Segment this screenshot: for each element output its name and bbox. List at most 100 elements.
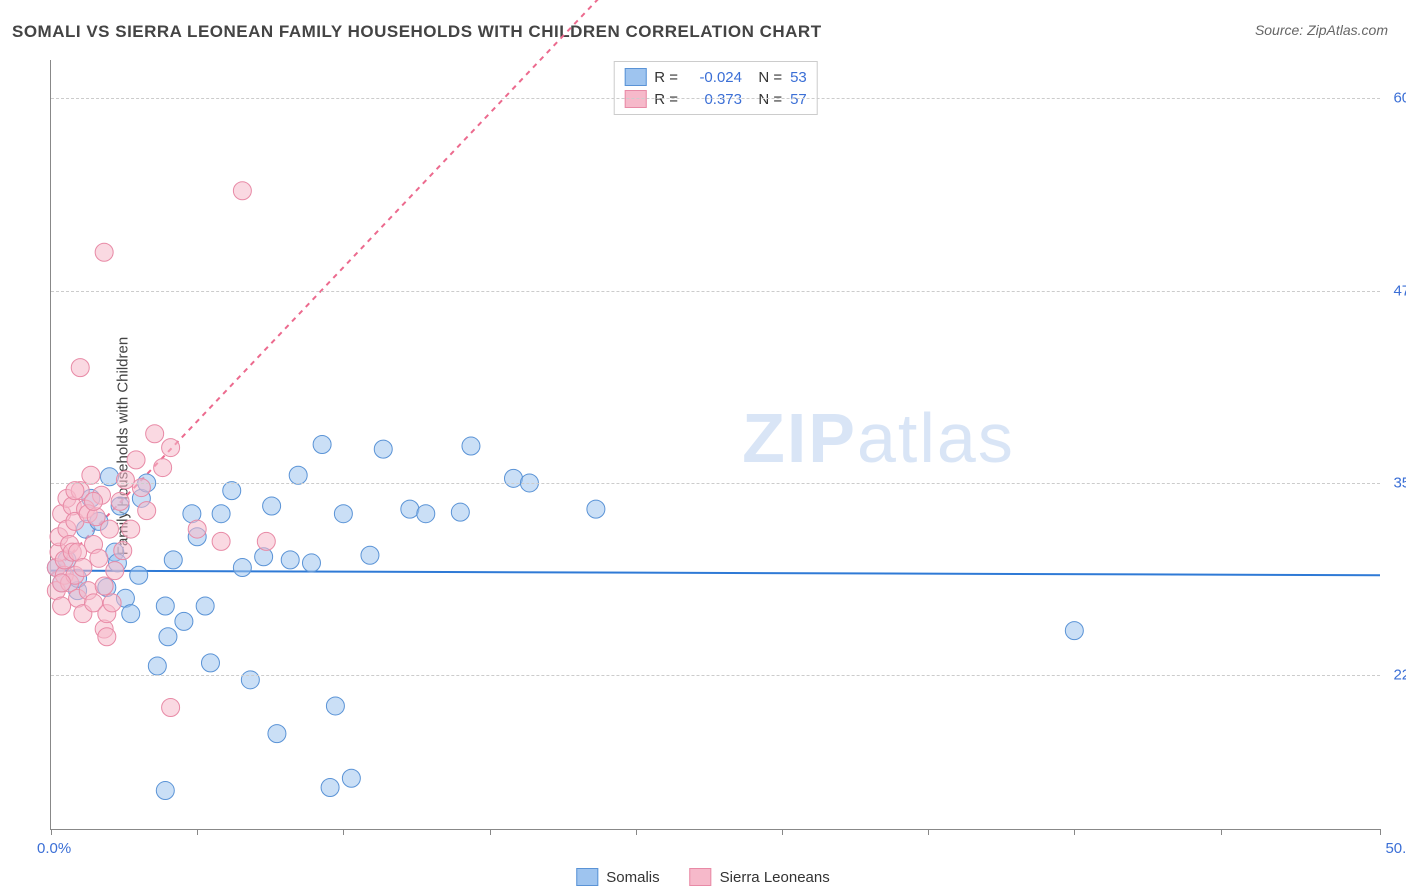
data-point [342,769,360,787]
data-point [587,500,605,518]
data-point [106,562,124,580]
stat-legend-box: R = -0.024 N = 53 R = 0.373 N = 57 [613,61,818,115]
data-point [268,725,286,743]
x-tick [343,829,344,835]
y-tick-label: 47.5% [1393,282,1406,299]
x-tick [1221,829,1222,835]
y-tick-label: 35.0% [1393,474,1406,491]
data-point [326,697,344,715]
x-tick [1074,829,1075,835]
data-point [132,479,150,497]
data-point [53,597,71,615]
data-point [114,542,132,560]
data-point [103,594,121,612]
data-point [233,182,251,200]
data-point [361,546,379,564]
data-point [82,466,100,484]
legend-swatch-somalis [576,868,598,886]
legend-label-somalis: Somalis [606,869,659,886]
data-point [1065,622,1083,640]
x-tick [636,829,637,835]
y-tick-label: 60.0% [1393,90,1406,107]
data-point [138,502,156,520]
bottom-legend: Somalis Sierra Leoneans [576,868,829,886]
scatter-plot-svg [51,60,1380,829]
data-point [156,782,174,800]
data-point [53,574,71,592]
data-point [313,436,331,454]
data-point [289,466,307,484]
plot-area: ZIPatlas R = -0.024 N = 53 R = 0.373 N =… [50,60,1380,830]
data-point [66,482,84,500]
data-point [122,605,140,623]
data-point [241,671,259,689]
data-point [196,597,214,615]
source-value: ZipAtlas.com [1307,22,1388,38]
data-point [148,657,166,675]
data-point [451,503,469,521]
data-point [90,549,108,567]
data-point [95,243,113,261]
x-tick [490,829,491,835]
source-attribution: Source: ZipAtlas.com [1255,22,1388,38]
data-point [100,520,118,538]
x-axis-start-label: 0.0% [37,840,71,857]
data-point [212,532,230,550]
legend-item-sierra: Sierra Leoneans [690,868,830,886]
data-point [462,437,480,455]
data-point [130,566,148,584]
data-point [116,471,134,489]
gridline-h [51,291,1380,292]
data-point [223,482,241,500]
data-point [175,612,193,630]
x-tick [197,829,198,835]
data-point [201,654,219,672]
stat-row-somalis: R = -0.024 N = 53 [624,66,807,88]
legend-swatch-sierra [690,868,712,886]
gridline-h [51,98,1380,99]
source-label: Source: [1255,22,1303,38]
data-point [154,459,172,477]
data-point [257,532,275,550]
data-point [401,500,419,518]
legend-label-sierra: Sierra Leoneans [720,869,830,886]
data-point [504,469,522,487]
data-point [281,551,299,569]
gridline-h [51,483,1380,484]
data-point [263,497,281,515]
data-point [156,597,174,615]
data-point [162,698,180,716]
legend-item-somalis: Somalis [576,868,659,886]
n-value-somalis: 53 [790,69,807,86]
data-point [85,492,103,510]
r-value-somalis: -0.024 [686,69,742,86]
data-point [71,359,89,377]
data-point [374,440,392,458]
r-label: R = [654,69,678,86]
data-point [417,505,435,523]
data-point [111,492,129,510]
y-tick-label: 22.5% [1393,667,1406,684]
data-point [146,425,164,443]
chart-title: SOMALI VS SIERRA LEONEAN FAMILY HOUSEHOL… [12,22,822,42]
data-point [321,778,339,796]
data-point [98,628,116,646]
swatch-somalis [624,68,646,86]
data-point [127,451,145,469]
x-tick [51,829,52,835]
x-tick [782,829,783,835]
x-tick [928,829,929,835]
data-point [74,559,92,577]
data-point [212,505,230,523]
data-point [302,554,320,572]
n-label: N = [750,69,782,86]
data-point [233,559,251,577]
chart-container: SOMALI VS SIERRA LEONEAN FAMILY HOUSEHOL… [0,0,1406,892]
data-point [164,551,182,569]
x-tick [1380,829,1381,835]
x-axis-end-label: 50.0% [1385,840,1406,857]
gridline-h [51,675,1380,676]
data-point [162,439,180,457]
data-point [334,505,352,523]
data-point [188,520,206,538]
